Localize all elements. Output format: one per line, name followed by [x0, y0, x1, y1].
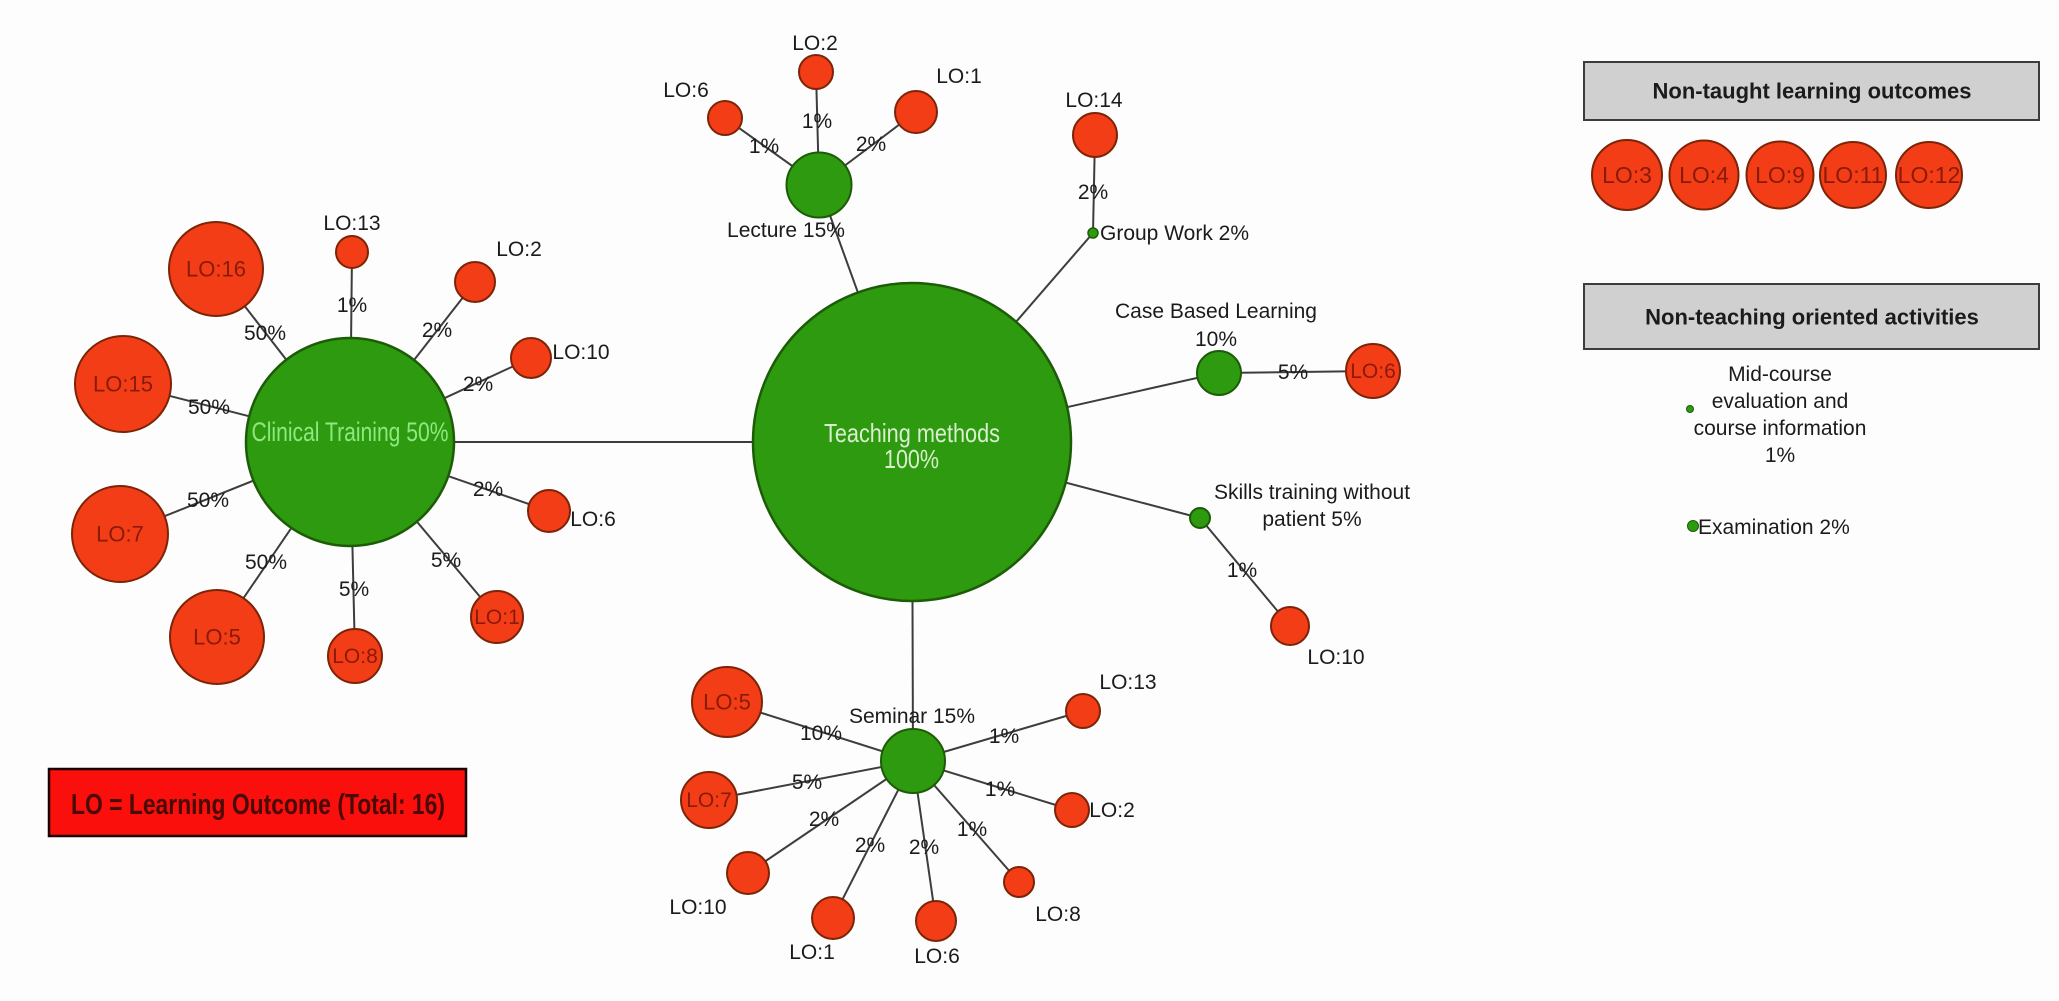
svg-text:LO:6: LO:6	[914, 945, 960, 968]
svg-text:5%: 5%	[339, 578, 369, 601]
svg-text:patient 5%: patient 5%	[1262, 508, 1361, 531]
svg-text:5%: 5%	[792, 771, 822, 794]
svg-text:2%: 2%	[473, 478, 503, 501]
svg-text:5%: 5%	[1278, 361, 1308, 384]
svg-text:LO:10: LO:10	[552, 341, 609, 364]
svg-text:LO:7: LO:7	[686, 789, 732, 812]
svg-text:Lecture 15%: Lecture 15%	[727, 219, 845, 242]
svg-text:1%: 1%	[1765, 444, 1795, 467]
svg-text:Examination 2%: Examination 2%	[1698, 516, 1850, 539]
svg-text:LO:3: LO:3	[1602, 162, 1652, 188]
svg-text:LO:6: LO:6	[1350, 360, 1396, 383]
svg-text:1%: 1%	[985, 778, 1015, 801]
svg-text:LO:8: LO:8	[1035, 903, 1081, 926]
svg-text:LO:4: LO:4	[1679, 162, 1729, 188]
svg-text:50%: 50%	[188, 396, 230, 419]
svg-text:evaluation and: evaluation and	[1712, 390, 1849, 413]
svg-text:LO = Learning Outcome (Total:: LO = Learning Outcome (Total: 16)	[71, 789, 445, 821]
svg-text:50%: 50%	[245, 551, 287, 574]
svg-text:LO:13: LO:13	[1099, 671, 1156, 694]
svg-text:Clinical Training 50%: Clinical Training 50%	[252, 417, 449, 447]
svg-text:LO:11: LO:11	[1823, 162, 1884, 188]
svg-text:2%: 2%	[422, 319, 452, 342]
svg-text:1%: 1%	[989, 725, 1019, 748]
svg-text:Case Based Learning: Case Based Learning	[1115, 300, 1317, 323]
svg-text:LO:13: LO:13	[323, 212, 380, 235]
svg-text:1%: 1%	[957, 818, 987, 841]
svg-text:LO:16: LO:16	[186, 257, 246, 282]
svg-text:Skills training without: Skills training without	[1214, 481, 1410, 504]
svg-text:1%: 1%	[337, 294, 367, 317]
svg-text:50%: 50%	[244, 322, 286, 345]
svg-text:LO:5: LO:5	[703, 690, 751, 715]
svg-text:LO:6: LO:6	[570, 508, 616, 531]
svg-text:5%: 5%	[431, 549, 461, 572]
svg-text:LO:1: LO:1	[936, 65, 982, 88]
svg-text:LO:2: LO:2	[792, 32, 838, 55]
svg-text:LO:2: LO:2	[496, 238, 542, 261]
svg-text:100%: 100%	[884, 444, 939, 474]
svg-text:2%: 2%	[809, 808, 839, 831]
svg-text:Non-taught learning outcomes: Non-taught learning outcomes	[1653, 79, 1972, 104]
svg-text:Seminar 15%: Seminar 15%	[849, 705, 975, 728]
svg-text:2%: 2%	[909, 836, 939, 859]
svg-text:Group Work 2%: Group Work 2%	[1100, 222, 1249, 245]
svg-text:2%: 2%	[463, 373, 493, 396]
svg-text:Mid-course: Mid-course	[1728, 363, 1832, 386]
svg-text:1%: 1%	[802, 110, 832, 133]
svg-text:LO:10: LO:10	[669, 896, 726, 919]
svg-text:Non-teaching oriented activiti: Non-teaching oriented activities	[1645, 305, 1979, 330]
svg-text:LO:2: LO:2	[1089, 799, 1135, 822]
svg-text:LO:6: LO:6	[663, 79, 709, 102]
svg-text:1%: 1%	[749, 135, 779, 158]
svg-text:2%: 2%	[1078, 181, 1108, 204]
svg-text:LO:9: LO:9	[1755, 162, 1805, 188]
svg-text:LO:8: LO:8	[332, 645, 378, 668]
svg-text:Teaching methods: Teaching methods	[824, 418, 1000, 448]
svg-text:LO:12: LO:12	[1898, 162, 1961, 188]
svg-text:2%: 2%	[856, 133, 886, 156]
svg-text:10%: 10%	[1195, 328, 1237, 351]
svg-text:LO:10: LO:10	[1307, 646, 1364, 669]
svg-text:course information: course information	[1694, 417, 1867, 440]
svg-text:LO:15: LO:15	[93, 372, 153, 397]
svg-text:2%: 2%	[855, 834, 885, 857]
svg-text:10%: 10%	[800, 722, 842, 745]
svg-text:LO:7: LO:7	[96, 522, 144, 547]
svg-text:1%: 1%	[1227, 559, 1257, 582]
svg-text:LO:5: LO:5	[193, 625, 241, 650]
svg-text:50%: 50%	[187, 489, 229, 512]
svg-text:LO:1: LO:1	[789, 941, 835, 964]
svg-text:LO:1: LO:1	[474, 606, 520, 629]
svg-text:LO:14: LO:14	[1065, 89, 1123, 112]
